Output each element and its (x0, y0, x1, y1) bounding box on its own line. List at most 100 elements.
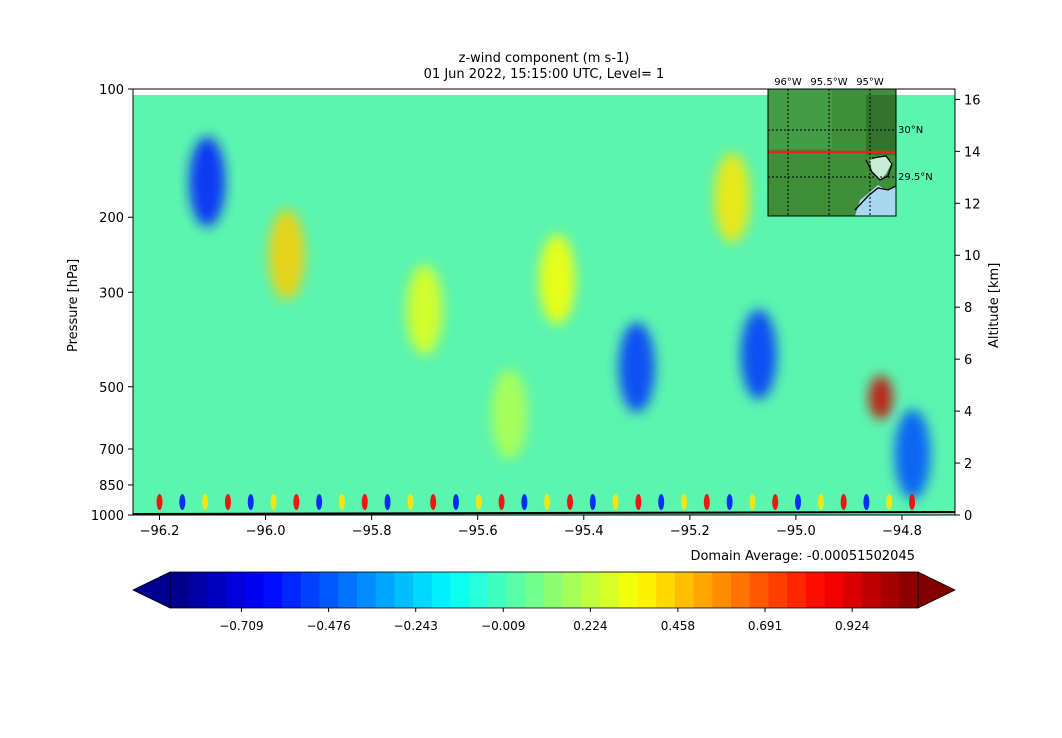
surface-cell (293, 494, 300, 510)
altitude-tick-label: 6 (964, 353, 972, 368)
surface-cell (795, 494, 802, 510)
inset-lon-label-95-5w: 95.5°W (810, 77, 847, 88)
surface-cell (612, 494, 619, 510)
field-feature-0 (189, 136, 226, 227)
x-tick-label: −96.2 (140, 524, 180, 539)
pressure-tick-label: 200 (99, 211, 124, 226)
colorbar-step (637, 572, 657, 608)
field-feature-4 (740, 309, 777, 400)
chart-subtitle: 01 Jun 2022, 15:15:00 UTC, Level= 1 (423, 67, 665, 82)
colorbar-step (375, 572, 395, 608)
surface-cell (726, 494, 733, 510)
inset-lat-label-29-5n: 29.5°N (898, 172, 933, 183)
altitude-axis: 0 2 4 6 8 10 12 14 16 (955, 93, 981, 524)
field-feature-1 (268, 209, 305, 300)
inset-map-bay (870, 156, 892, 180)
surface-cell (658, 494, 665, 510)
surface-cell (224, 494, 231, 510)
x-tick-label: −96.0 (246, 524, 286, 539)
colorbar-step (170, 572, 190, 608)
inset-map: 96°W 95.5°W 95°W 30°N 29.5°N (767, 77, 933, 217)
surface-cell (840, 494, 847, 510)
inset-lon-label-96w: 96°W (774, 77, 802, 88)
colorbar-step (581, 572, 601, 608)
surface-cell (817, 494, 824, 510)
pressure-axis: 100 200 300 500 700 850 1000 (91, 83, 133, 524)
colorbar-tick-label: 0.691 (748, 619, 782, 633)
surface-cell (430, 494, 437, 510)
surface-cell (749, 494, 756, 510)
altitude-tick-label: 14 (964, 145, 981, 160)
colorbar-step (413, 572, 433, 608)
colorbar-max-extension (917, 571, 956, 609)
colorbar-step (263, 572, 283, 608)
colorbar-step (357, 572, 377, 608)
field-feature-8 (539, 234, 576, 325)
colorbar-tick-label: 0.224 (573, 619, 607, 633)
colorbar-step (188, 572, 208, 608)
altitude-tick-label: 16 (964, 93, 981, 108)
altitude-tick-label: 8 (964, 301, 972, 316)
altitude-tick-label: 10 (964, 249, 981, 264)
surface-cell (521, 494, 528, 510)
inset-map-gridlines (768, 89, 896, 216)
colorbar-step (319, 572, 339, 608)
colorbar-step (674, 572, 695, 608)
field-feature-6 (894, 409, 931, 500)
colorbar-step (787, 572, 807, 608)
pressure-tick-label: 1000 (91, 509, 124, 524)
colorbar-step (693, 572, 713, 608)
colorbar-step (712, 572, 732, 608)
colorbar-step (731, 572, 751, 608)
colorbar-tick-label: −0.709 (219, 619, 263, 633)
x-tick-label: −95.6 (458, 524, 498, 539)
surface-cell (247, 494, 254, 510)
surface-cell (566, 494, 573, 510)
colorbar-step (226, 572, 246, 608)
colorbar-step (600, 572, 620, 608)
surface-cell (498, 494, 505, 510)
surface-cell (703, 494, 710, 510)
colorbar-step (843, 572, 863, 608)
domain-average-label: Domain Average: -0.00051502045 (690, 549, 915, 564)
colorbar-step (207, 572, 227, 608)
pressure-tick-label: 700 (99, 443, 124, 458)
x-tick-label: −95.2 (670, 524, 710, 539)
colorbar-step (880, 572, 900, 608)
surface-cell (635, 494, 642, 510)
colorbar-step (282, 572, 302, 608)
colorbar-step (544, 572, 564, 608)
colorbar-min-extension (132, 571, 171, 609)
colorbar-step (824, 572, 844, 608)
colorbar-step (618, 572, 638, 608)
surface-cell (384, 494, 391, 510)
surface-cell (681, 494, 688, 510)
colorbar-step (562, 572, 582, 608)
altitude-tick-label: 2 (964, 457, 972, 472)
colorbar-tick-label: 0.458 (661, 619, 695, 633)
colorbar-step (469, 572, 489, 608)
plot-frame (132, 88, 956, 516)
surface-cell (156, 494, 163, 510)
colorbar-step (506, 572, 526, 608)
colorbar-tick-label: 0.924 (835, 619, 869, 633)
surface-cell (909, 494, 916, 510)
colorbar-tick-label: −0.243 (394, 619, 438, 633)
colorbar-step (338, 572, 358, 608)
pressure-tick-label: 500 (99, 381, 124, 396)
inset-lat-label-30n: 30°N (898, 125, 923, 136)
inset-map-frame (767, 88, 897, 217)
inset-map-water (855, 185, 896, 216)
colorbar-step (805, 572, 825, 608)
colorbar-frame (169, 571, 919, 609)
pressure-tick-label: 300 (99, 286, 124, 301)
y-axis-label: Pressure [hPa] (66, 258, 81, 352)
colorbar-step (861, 572, 882, 608)
altitude-tick-label: 4 (964, 405, 972, 420)
surface-cell (544, 494, 551, 510)
surface-cell (452, 494, 459, 510)
colorbar-step (300, 572, 321, 608)
surface-cell (475, 494, 482, 510)
field-feature-3 (618, 322, 655, 413)
